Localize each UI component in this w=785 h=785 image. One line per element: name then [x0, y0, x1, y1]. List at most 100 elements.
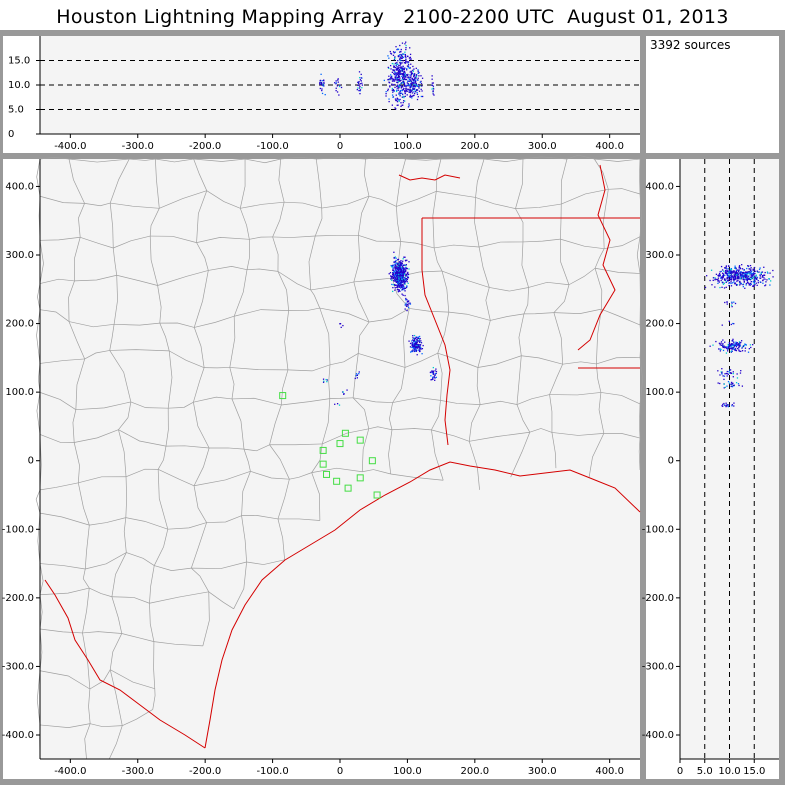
- lightning-source-point: [360, 73, 362, 76]
- lightning-source-point: [408, 340, 410, 342]
- lightning-source-point: [750, 274, 753, 276]
- lightning-source-point: [411, 344, 413, 347]
- lightning-source-point: [724, 278, 726, 280]
- lightning-source-point: [413, 83, 415, 85]
- county-line: [437, 312, 450, 354]
- county-line: [208, 591, 234, 610]
- county-line: [515, 158, 524, 209]
- lightning-source-point: [764, 284, 767, 286]
- county-line: [269, 443, 323, 446]
- county-line: [243, 444, 270, 452]
- county-line: [560, 239, 570, 285]
- county-line: [155, 158, 160, 209]
- lightning-source-point: [392, 78, 394, 80]
- lightning-source-point: [397, 76, 400, 79]
- lightning-source-point: [414, 345, 416, 348]
- county-line: [165, 408, 169, 447]
- lightning-source-point: [388, 75, 390, 77]
- lightning-source-point: [740, 370, 742, 372]
- lightning-source-point: [395, 99, 397, 102]
- county-line: [125, 476, 128, 518]
- lightning-source-point: [393, 261, 395, 264]
- lightning-source-point: [739, 272, 741, 274]
- lightning-source-point: [740, 274, 742, 276]
- lightning-source-point: [392, 89, 394, 92]
- lightning-source-point: [412, 347, 415, 349]
- lightning-source-point: [399, 79, 401, 82]
- lightning-source-point: [418, 335, 421, 338]
- lightning-source-point: [753, 273, 755, 275]
- lightning-source-point: [393, 80, 396, 82]
- lightning-source-point: [413, 79, 415, 81]
- lightning-source-point: [735, 272, 737, 274]
- lightning-source-point: [401, 293, 403, 295]
- lightning-source-point: [735, 273, 737, 275]
- lightning-source-point: [413, 340, 416, 342]
- lightning-source-point: [321, 83, 323, 86]
- county-line: [432, 191, 437, 248]
- lightning-source-point: [432, 373, 434, 375]
- lightning-source-point: [725, 272, 728, 275]
- lightning-source-point: [406, 309, 408, 312]
- lightning-source-point: [399, 70, 402, 72]
- lightning-source-point: [405, 267, 407, 269]
- county-line: [150, 235, 197, 243]
- lightning-source-point: [405, 260, 407, 262]
- lightning-source-point: [390, 68, 392, 70]
- county-line: [84, 525, 90, 570]
- lightning-source-point: [326, 379, 328, 381]
- lightning-source-point: [388, 67, 390, 69]
- lightning-source-point: [410, 77, 412, 79]
- lightning-source-point: [757, 271, 759, 273]
- lightning-source-point: [727, 271, 730, 273]
- lightning-source-point: [754, 276, 756, 278]
- lightning-source-point: [732, 278, 735, 280]
- x-tick-label: 100.0: [393, 766, 422, 777]
- lightning-source-point: [728, 272, 730, 274]
- county-line: [594, 158, 609, 190]
- lightning-source-point: [394, 263, 396, 266]
- lightning-source-point: [733, 273, 735, 275]
- lightning-source-point: [399, 77, 401, 79]
- lightning-source-point: [746, 267, 748, 270]
- lightning-source-point: [417, 336, 420, 338]
- lightning-source-point: [728, 320, 730, 322]
- lightning-source-point: [415, 67, 417, 70]
- lightning-source-point: [417, 347, 419, 349]
- lightning-source-point: [410, 58, 412, 60]
- county-line: [118, 429, 167, 447]
- lightning-source-point: [730, 323, 732, 326]
- county-line: [510, 432, 531, 478]
- lightning-source-point: [733, 341, 735, 343]
- lightning-source-point: [411, 72, 413, 75]
- lightning-source-point: [747, 351, 750, 353]
- lightning-source-point: [763, 266, 765, 268]
- lightning-source-point: [397, 81, 400, 83]
- lightning-source-point: [722, 277, 724, 279]
- county-line: [39, 240, 44, 284]
- lightning-source-point: [400, 66, 402, 68]
- lightning-source-point: [418, 340, 420, 342]
- lightning-source-point: [322, 381, 325, 383]
- lightning-source-point: [726, 301, 728, 303]
- county-line: [365, 155, 406, 160]
- county-line: [272, 236, 279, 272]
- lightning-source-point: [733, 348, 736, 350]
- lightning-source-point: [400, 264, 402, 266]
- y-tick-label: 15.0: [8, 56, 30, 67]
- lightning-source-point: [398, 274, 401, 276]
- county-line: [68, 158, 130, 163]
- county-line: [315, 158, 323, 209]
- lightning-source-point: [397, 276, 399, 278]
- lightning-source-point: [401, 266, 403, 269]
- county-line: [74, 274, 117, 282]
- lightning-source-point: [409, 53, 412, 56]
- plan-view-panel: -400.0 -300.0 -200.0 -100.0 0 100.0 200.0 300.0…: [2, 154, 644, 777]
- lightning-source-point: [730, 282, 732, 285]
- lightning-source-point: [409, 84, 412, 86]
- lightning-source-point: [732, 345, 734, 347]
- lightning-source-point: [394, 78, 396, 80]
- lightning-source-point: [324, 93, 326, 96]
- lightning-source-point: [389, 78, 391, 80]
- lightning-source-point: [403, 85, 406, 87]
